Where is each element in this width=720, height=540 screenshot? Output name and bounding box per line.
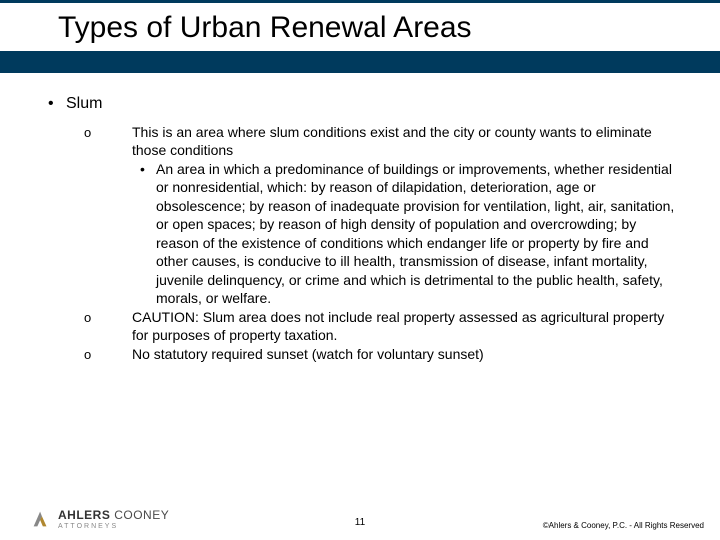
sub-marker: o (84, 123, 132, 308)
main-bullet: • Slum (48, 95, 678, 113)
slide-content: • Slum o This is an area where slum cond… (0, 73, 720, 363)
nested-marker: • (140, 160, 156, 308)
slide-title: Types of Urban Renewal Areas (0, 3, 720, 51)
list-item: o This is an area where slum conditions … (84, 123, 678, 308)
item-text: No statutory required sunset (watch for … (132, 345, 678, 363)
sub-body: This is an area where slum conditions ex… (132, 123, 678, 308)
logo-icon (30, 508, 52, 530)
list-item: o No statutory required sunset (watch fo… (84, 345, 678, 363)
copyright: ©Ahlers & Cooney, P.C. - All Rights Rese… (543, 521, 704, 530)
logo-subtitle: ATTORNEYS (58, 523, 169, 530)
item-text: This is an area where slum conditions ex… (132, 124, 652, 158)
logo-text: AHLERS COONEY ATTORNEYS (58, 509, 169, 530)
slide-footer: AHLERS COONEY ATTORNEYS 11 ©Ahlers & Coo… (0, 508, 720, 530)
main-bullet-text: Slum (66, 95, 102, 113)
logo-name: AHLERS COONEY (58, 509, 169, 521)
logo-name-1: AHLERS (58, 508, 110, 522)
sub-list: o This is an area where slum conditions … (48, 123, 678, 363)
logo: AHLERS COONEY ATTORNEYS (30, 508, 169, 530)
sub-marker: o (84, 308, 132, 345)
list-item: o CAUTION: Slum area does not include re… (84, 308, 678, 345)
slide-header: Types of Urban Renewal Areas (0, 0, 720, 73)
bullet-marker: • (48, 95, 66, 113)
sub-marker: o (84, 345, 132, 363)
header-band-bottom (0, 51, 720, 73)
logo-name-2: COONEY (114, 508, 169, 522)
page-number: 11 (355, 517, 365, 528)
nested-item: • An area in which a predominance of bui… (132, 160, 678, 308)
nested-text: An area in which a predominance of build… (156, 160, 678, 308)
item-text: CAUTION: Slum area does not include real… (132, 308, 678, 345)
